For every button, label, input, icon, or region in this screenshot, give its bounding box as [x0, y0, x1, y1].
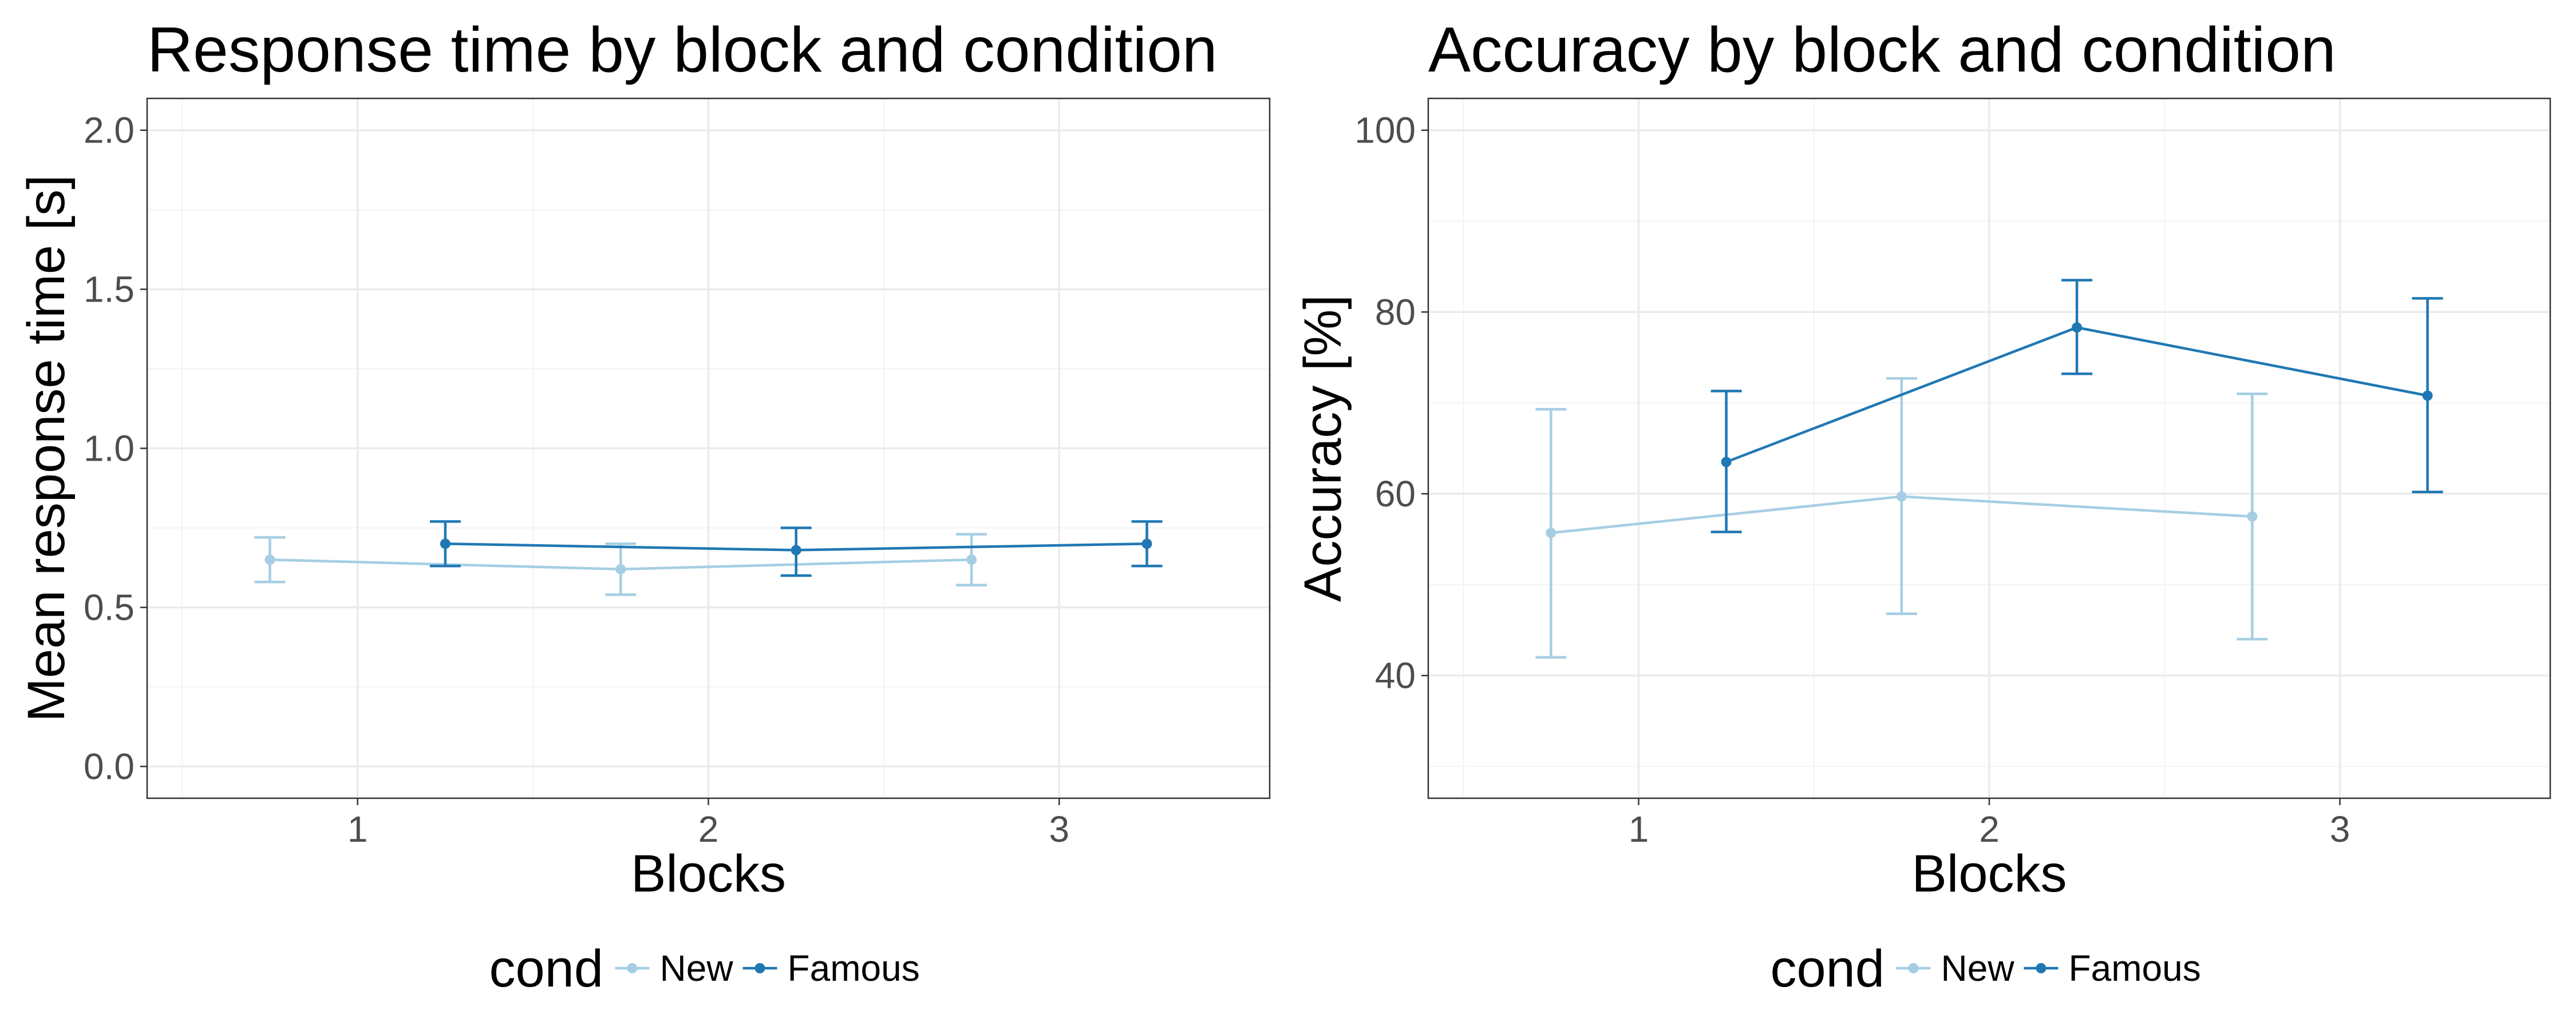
y-tick-label: 0.5	[84, 587, 135, 628]
response-time-chart: Response time by block and condition 0.0 0…	[17, 14, 1271, 998]
gridlines	[1428, 98, 2550, 798]
y-tick-label: 80	[1375, 291, 1416, 332]
data-point	[2422, 390, 2433, 401]
data-point	[2247, 511, 2258, 522]
accuracy-chart: Accuracy by block and condition 40 60 80 100…	[1294, 14, 2551, 998]
legend-label: New	[1941, 948, 2015, 989]
legend-title: cond	[1771, 940, 1885, 998]
data-point	[2072, 322, 2083, 333]
chart-title: Response time by block and condition	[147, 14, 1218, 85]
y-tick-label: 2.0	[84, 110, 135, 151]
data-point	[264, 554, 275, 565]
legend-label: Famous	[788, 948, 920, 989]
x-tick-label: 3	[2330, 809, 2350, 850]
legend-key-new	[1896, 963, 1931, 973]
data-point	[440, 538, 451, 549]
x-tick-label: 1	[347, 809, 368, 850]
data-point	[966, 554, 977, 565]
x-tick-label: 2	[698, 809, 719, 850]
y-tick-label: 1.5	[84, 269, 135, 310]
data-point	[791, 545, 801, 556]
series-new	[1535, 377, 2268, 659]
y-tick-label: 60	[1375, 473, 1416, 514]
series-famous	[429, 520, 1163, 577]
legend: cond New Famous	[489, 940, 920, 998]
y-axis-title: Accuracy [%]	[1294, 295, 1352, 602]
x-tick-label: 3	[1049, 809, 1070, 850]
legend: cond New Famous	[1771, 940, 2201, 998]
x-axis-title: Blocks	[631, 845, 786, 903]
legend-label: New	[660, 948, 734, 989]
y-tick-label: 100	[1354, 110, 1416, 151]
y-axis-title: Mean response time [s]	[17, 175, 76, 722]
y-tick-label: 0.0	[84, 746, 135, 787]
chart-title: Accuracy by block and condition	[1428, 14, 2336, 85]
data-point	[1546, 528, 1556, 538]
data-point	[1141, 538, 1152, 549]
data-point	[1721, 457, 1732, 468]
series-new	[254, 533, 987, 596]
data-point	[1896, 491, 1907, 502]
legend-key-famous	[2024, 963, 2059, 973]
y-tick-label: 40	[1375, 655, 1416, 696]
x-tick-label: 2	[1979, 809, 2000, 850]
legend-key-famous	[742, 963, 777, 973]
legend-label: Famous	[2069, 948, 2201, 989]
gridlines	[147, 98, 1270, 798]
x-tick-label: 1	[1629, 809, 1649, 850]
legend-title: cond	[489, 940, 604, 998]
x-axis-title: Blocks	[1912, 845, 2067, 903]
series-famous	[1710, 279, 2443, 533]
y-tick-label: 1.0	[84, 428, 135, 469]
legend-key-new	[615, 963, 650, 973]
data-point	[615, 564, 626, 575]
